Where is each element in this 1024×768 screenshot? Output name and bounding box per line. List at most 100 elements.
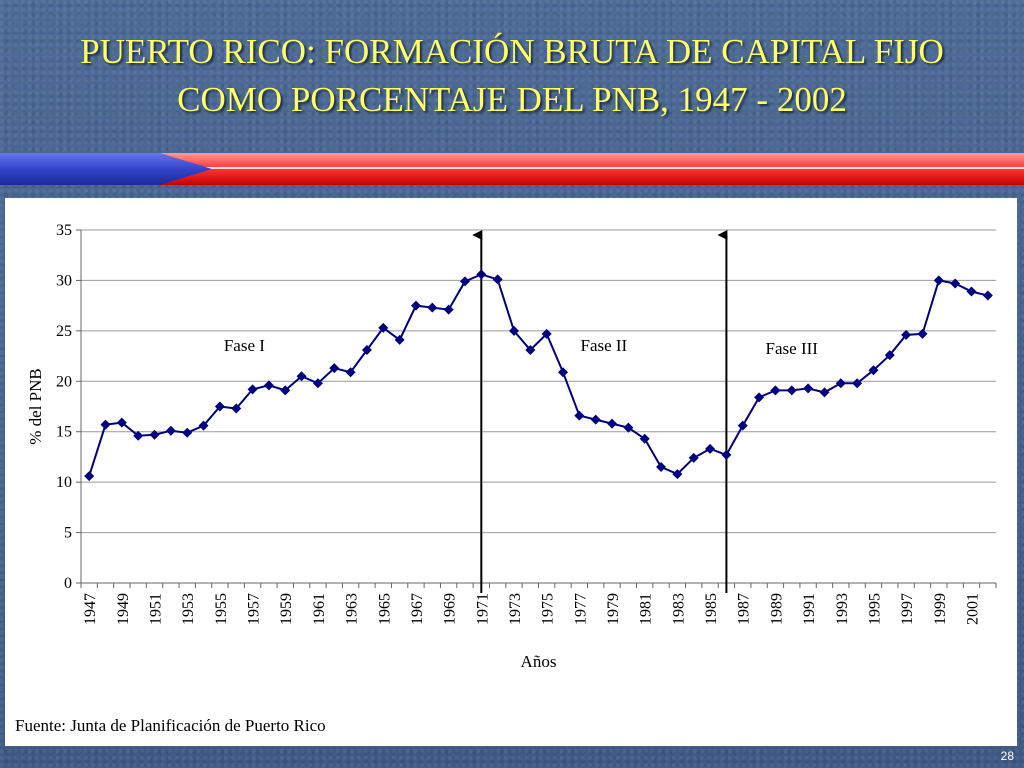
data-point-1993 xyxy=(835,378,846,389)
data-point-1986 xyxy=(721,449,732,460)
ytick-label-15: 15 xyxy=(56,424,72,441)
xtick-label-1977: 1977 xyxy=(572,593,589,625)
data-point-1974 xyxy=(525,345,536,356)
data-point-1982 xyxy=(656,462,667,473)
band-white-line xyxy=(150,167,1024,169)
data-point-1958 xyxy=(263,380,274,391)
data-point-1985 xyxy=(705,443,716,454)
data-point-2002 xyxy=(982,290,993,301)
data-point-1968 xyxy=(427,302,438,313)
y-tick-labels: 0 5 10 15 20 25 30 35 xyxy=(56,222,72,592)
data-point-1954 xyxy=(198,420,209,431)
data-point-1975 xyxy=(541,328,552,339)
data-point-1963 xyxy=(345,367,356,378)
data-point-1976 xyxy=(558,367,569,378)
x-tick-labels: 1947 1949 1951 1953 1955 1957 1959 1961 1963 1965… xyxy=(82,593,981,625)
ytick-label-30: 30 xyxy=(56,272,72,289)
data-point-1987 xyxy=(737,420,748,431)
ytick-label-0: 0 xyxy=(64,575,72,592)
data-point-1965 xyxy=(378,322,389,333)
slide-title: PUERTO RICO: FORMACIÓN BRUTA DE CAPITAL … xyxy=(0,28,1024,124)
xtick-label-1985: 1985 xyxy=(703,593,720,625)
xtick-label-1955: 1955 xyxy=(213,593,230,625)
data-point-1960 xyxy=(296,371,307,382)
xtick-label-1949: 1949 xyxy=(115,593,132,625)
phase-dividers xyxy=(472,230,728,593)
slide-title-line-1: PUERTO RICO: FORMACIÓN BRUTA DE CAPITAL … xyxy=(80,32,944,71)
data-point-1999 xyxy=(933,275,944,286)
data-point-1948 xyxy=(100,419,111,430)
xtick-label-1993: 1993 xyxy=(834,593,851,625)
slide-title-line-2: COMO PORCENTAJE DEL PNB, 1947 - 2002 xyxy=(177,80,847,119)
data-point-1977 xyxy=(574,410,585,421)
xtick-label-1959: 1959 xyxy=(278,593,295,625)
xtick-label-1965: 1965 xyxy=(376,593,393,625)
data-point-1997 xyxy=(901,329,912,340)
chart-panel: 0 5 10 15 20 25 30 35 1947 1949 1951 1953 1955 1957 1… xyxy=(5,198,1017,746)
ytick-label-25: 25 xyxy=(56,323,72,340)
data-point-1971 xyxy=(476,269,487,280)
data-point-1972 xyxy=(492,274,503,285)
data-point-1991 xyxy=(803,383,814,394)
data-point-1964 xyxy=(361,345,372,356)
series-line xyxy=(88,273,989,477)
ytick-label-5: 5 xyxy=(64,525,72,542)
data-point-1992 xyxy=(819,387,830,398)
xtick-label-2001: 2001 xyxy=(964,593,981,625)
data-point-1947 xyxy=(84,471,95,482)
data-point-1994 xyxy=(852,378,863,389)
axes xyxy=(80,230,997,588)
xtick-label-1967: 1967 xyxy=(409,593,426,625)
data-point-1998 xyxy=(917,328,928,339)
band-blue-arrow xyxy=(0,153,212,185)
xtick-label-1969: 1969 xyxy=(442,593,459,625)
data-point-1956 xyxy=(231,403,242,414)
data-point-1990 xyxy=(786,385,797,396)
xtick-label-1975: 1975 xyxy=(540,593,557,625)
data-point-1966 xyxy=(394,334,405,345)
data-point-1967 xyxy=(410,300,421,311)
data-point-1969 xyxy=(443,304,454,315)
data-point-1978 xyxy=(590,414,601,425)
xtick-label-1953: 1953 xyxy=(180,593,197,625)
data-point-1970 xyxy=(459,276,470,287)
data-point-1962 xyxy=(329,363,340,374)
data-point-1980 xyxy=(623,422,634,433)
y-axis-label: % del PNB xyxy=(26,368,45,445)
x-axis-label: Años xyxy=(521,652,557,671)
data-point-1951 xyxy=(149,429,160,440)
xtick-label-1963: 1963 xyxy=(344,593,361,625)
xtick-label-1961: 1961 xyxy=(311,593,328,625)
data-point-1952 xyxy=(165,425,176,436)
xtick-label-1951: 1951 xyxy=(148,593,165,625)
data-point-1984 xyxy=(688,452,699,463)
data-point-1961 xyxy=(312,378,323,389)
xtick-label-1999: 1999 xyxy=(932,593,949,625)
xtick-label-1957: 1957 xyxy=(246,593,263,625)
data-point-2001 xyxy=(966,286,977,297)
annotation-fase-2: Fase II xyxy=(580,336,627,355)
phase-annotations: Fase I Fase II Fase III xyxy=(224,336,818,358)
decorative-band xyxy=(0,153,1024,185)
data-point-2000 xyxy=(950,278,961,289)
data-point-1973 xyxy=(508,325,519,336)
data-series xyxy=(84,269,993,482)
page-number: 28 xyxy=(1000,749,1014,763)
xtick-label-1979: 1979 xyxy=(605,593,622,625)
data-point-1983 xyxy=(672,469,683,480)
data-point-1957 xyxy=(247,384,258,395)
data-point-1979 xyxy=(607,418,618,429)
data-point-1949 xyxy=(116,417,127,428)
ytick-label-20: 20 xyxy=(56,373,72,390)
xtick-label-1981: 1981 xyxy=(638,593,655,625)
xtick-label-1973: 1973 xyxy=(507,593,524,625)
annotation-fase-3: Fase III xyxy=(766,339,819,358)
data-point-1996 xyxy=(884,350,895,361)
data-point-1950 xyxy=(133,430,144,441)
ytick-label-10: 10 xyxy=(56,474,72,491)
ytick-label-35: 35 xyxy=(56,222,72,239)
xtick-label-1983: 1983 xyxy=(670,593,687,625)
grid-lines xyxy=(76,229,996,584)
xtick-label-1971: 1971 xyxy=(474,593,491,625)
